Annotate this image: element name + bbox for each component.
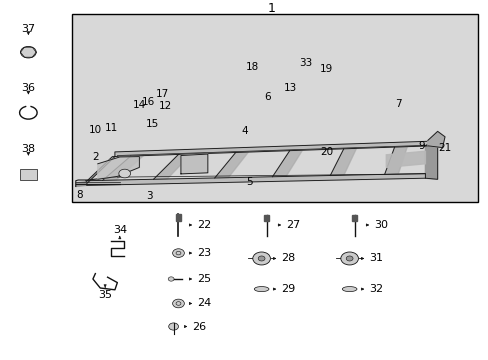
Polygon shape bbox=[264, 215, 268, 221]
Text: 20: 20 bbox=[320, 147, 332, 157]
Text: 3: 3 bbox=[145, 191, 152, 201]
Polygon shape bbox=[85, 174, 425, 185]
Text: 32: 32 bbox=[368, 284, 383, 294]
Text: 31: 31 bbox=[368, 253, 383, 264]
Circle shape bbox=[258, 256, 264, 261]
Polygon shape bbox=[214, 152, 248, 178]
Text: 25: 25 bbox=[197, 274, 211, 284]
Polygon shape bbox=[98, 157, 139, 179]
Circle shape bbox=[119, 169, 130, 178]
Text: 9: 9 bbox=[417, 141, 424, 151]
Text: 23: 23 bbox=[197, 248, 211, 258]
Text: 13: 13 bbox=[283, 83, 297, 93]
Polygon shape bbox=[83, 157, 115, 185]
Text: 5: 5 bbox=[245, 177, 252, 187]
Polygon shape bbox=[272, 150, 302, 177]
Polygon shape bbox=[76, 182, 85, 186]
Text: 30: 30 bbox=[373, 220, 387, 230]
Polygon shape bbox=[115, 141, 432, 157]
Text: 17: 17 bbox=[156, 89, 169, 99]
Polygon shape bbox=[175, 214, 181, 221]
Text: 14: 14 bbox=[132, 100, 146, 110]
Text: 22: 22 bbox=[197, 220, 211, 230]
Polygon shape bbox=[181, 154, 207, 174]
Text: 6: 6 bbox=[264, 92, 271, 102]
Circle shape bbox=[172, 249, 184, 257]
Text: 10: 10 bbox=[89, 125, 102, 135]
Text: 15: 15 bbox=[145, 119, 159, 129]
Text: 19: 19 bbox=[319, 64, 332, 74]
Text: 16: 16 bbox=[141, 96, 155, 107]
Text: 21: 21 bbox=[437, 143, 451, 153]
Text: 12: 12 bbox=[158, 101, 172, 111]
Text: 11: 11 bbox=[104, 123, 118, 133]
Text: 34: 34 bbox=[113, 225, 126, 235]
Circle shape bbox=[346, 256, 352, 261]
Polygon shape bbox=[425, 139, 437, 179]
Text: 24: 24 bbox=[197, 298, 211, 309]
Circle shape bbox=[340, 252, 358, 265]
Text: 37: 37 bbox=[21, 24, 35, 34]
Text: 33: 33 bbox=[298, 58, 312, 68]
Text: 29: 29 bbox=[281, 284, 295, 294]
Text: 28: 28 bbox=[281, 253, 295, 264]
Text: 26: 26 bbox=[192, 321, 206, 332]
Polygon shape bbox=[386, 151, 425, 167]
Polygon shape bbox=[384, 147, 407, 174]
Polygon shape bbox=[329, 148, 356, 176]
Text: 4: 4 bbox=[241, 126, 247, 136]
Text: 27: 27 bbox=[285, 220, 300, 230]
Circle shape bbox=[172, 299, 184, 308]
Circle shape bbox=[168, 277, 174, 281]
Ellipse shape bbox=[254, 287, 268, 292]
Bar bbox=[72, 14, 477, 202]
Text: 35: 35 bbox=[98, 290, 112, 300]
Ellipse shape bbox=[342, 287, 356, 292]
Text: 36: 36 bbox=[21, 83, 35, 93]
Polygon shape bbox=[102, 156, 143, 180]
Polygon shape bbox=[351, 215, 356, 221]
Text: 8: 8 bbox=[76, 190, 83, 201]
Text: 7: 7 bbox=[394, 99, 401, 109]
Circle shape bbox=[168, 323, 178, 330]
Text: 18: 18 bbox=[245, 62, 259, 72]
Polygon shape bbox=[427, 131, 444, 148]
Circle shape bbox=[20, 46, 36, 58]
Text: 1: 1 bbox=[267, 3, 275, 15]
Bar bbox=[20, 169, 37, 180]
Text: 38: 38 bbox=[21, 144, 35, 154]
Polygon shape bbox=[153, 154, 191, 179]
Circle shape bbox=[252, 252, 270, 265]
Text: 2: 2 bbox=[92, 152, 99, 162]
